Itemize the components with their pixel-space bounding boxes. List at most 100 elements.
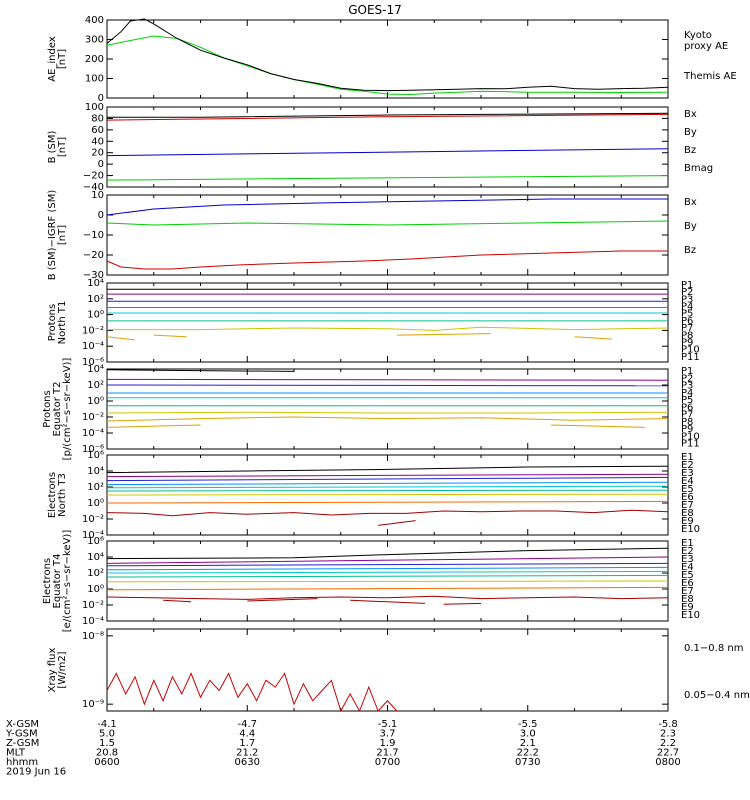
y-tick-label: 100 <box>85 74 104 85</box>
time-axis-row-label: MLT <box>6 748 26 759</box>
y-tick-label: 10⁻² <box>82 325 104 336</box>
series-E7 <box>106 580 669 583</box>
y-tick-label: 10² <box>87 568 104 579</box>
legend-entry: E9 <box>681 602 694 613</box>
y-tick-label: 10⁻⁴ <box>82 428 104 439</box>
y-axis-label: Electrons <box>42 558 53 604</box>
y-tick-label: 10⁻⁴ <box>82 341 104 352</box>
legend-entry: P4 <box>681 388 693 399</box>
series-E1 <box>106 547 669 560</box>
time-axis-table: X-GSM -4.1 -4.7 -5.1 -5.5 -5.8 Y-GSM 5.0 4.4 3.7 3… <box>5 719 681 778</box>
y-tick-label: 10⁻⁸ <box>82 631 104 642</box>
y-tick-label: 10⁴ <box>87 278 104 289</box>
y-tick-label: 10⁰ <box>87 498 104 509</box>
legend-entry: Bmag <box>684 163 713 174</box>
legend-entry: E8 <box>681 594 694 605</box>
time-axis-value: 22.2 <box>517 748 539 759</box>
time-axis-value: 0600 <box>94 757 119 768</box>
series-P3 <box>106 384 669 387</box>
time-axis-value: -5.8 <box>658 719 678 730</box>
y-tick-label: −20 <box>83 171 104 182</box>
time-axis-value: 1.9 <box>380 738 396 749</box>
legend-entry: E1 <box>681 538 694 549</box>
series-P8 <box>153 334 187 338</box>
y-tick-label: 0 <box>98 159 104 170</box>
legend-entry: E10 <box>681 524 700 535</box>
y-axis-label: [W/m2] <box>57 651 68 688</box>
series-E2 <box>106 556 669 564</box>
legend-entry: P4 <box>681 302 693 313</box>
legend-entry: Bx <box>684 197 697 208</box>
series-P9 <box>106 424 201 428</box>
time-axis-value: 5.0 <box>99 729 115 740</box>
y-tick-label: 10⁶ <box>87 450 104 461</box>
y-tick-label: 10⁻⁶ <box>82 444 104 455</box>
legend-entry: E3 <box>681 468 694 479</box>
legend-entry: 0.05−0.4 nm <box>684 690 750 701</box>
legend-entry: proxy AE <box>684 41 728 52</box>
series-Bx <box>106 198 668 216</box>
y-axis-label: B (SM) <box>47 130 58 163</box>
legend-entry: E7 <box>681 586 694 597</box>
y-tick-label: 10² <box>87 294 104 305</box>
legend-entry: P9 <box>681 337 693 348</box>
time-axis-value: 1.5 <box>99 738 115 749</box>
legend-entry: E7 <box>681 500 694 511</box>
legend-entry: By <box>684 127 697 138</box>
series-P2 <box>106 378 669 381</box>
y-tick-label: 80 <box>91 113 104 124</box>
series-E10 <box>443 602 482 605</box>
series-P8 <box>106 416 669 422</box>
y-tick-label: 20 <box>91 148 104 159</box>
series-P7 <box>106 411 669 414</box>
time-axis-row-label: hhmm <box>6 757 38 768</box>
series-P1 <box>106 369 295 372</box>
time-axis-value: 0700 <box>375 757 400 768</box>
y-axis-label: [p/(cm²−s−sr−keV)] <box>62 358 73 461</box>
y-tick-label: 10⁻² <box>82 600 104 611</box>
series-P9 <box>551 424 645 428</box>
time-axis-value: 2.3 <box>660 729 676 740</box>
legend-entry: Bx <box>684 109 697 120</box>
legend-entry: E6 <box>681 492 694 503</box>
legend-entry: E2 <box>681 460 694 471</box>
panel-frame <box>106 282 669 363</box>
y-tick-label: 10⁻⁴ <box>82 530 104 541</box>
panel-p_t2: 10⁴ 10² 10⁰ 10⁻² 10⁻⁴ 10⁻⁶ Protons Equator T2 [p… <box>42 358 700 461</box>
y-axis-label: [nT] <box>57 225 68 245</box>
legend-entry: 0.1−0.8 nm <box>684 643 743 654</box>
series-E3 <box>106 476 669 482</box>
y-tick-label: 400 <box>85 15 104 26</box>
time-axis-value: 1.7 <box>239 738 255 749</box>
series-E9 <box>106 509 669 517</box>
panel-bigrf: 10 0 −10 −20 −30 B (SM)−IGRF (SM) [nT] Bx By Bz <box>47 190 697 281</box>
legend-entry: E4 <box>681 476 694 487</box>
legend-entry: Kyoto <box>684 30 712 41</box>
legend-entry: Themis AE <box>683 71 737 82</box>
legend-entry: P7 <box>681 410 693 421</box>
panel-p_t1: 10⁴ 10² 10⁰ 10⁻² 10⁻⁴ 10⁻⁶ Protons North T1 P1P2… <box>47 278 700 368</box>
y-axis-label: Xray flux <box>47 648 58 693</box>
time-axis-value: 0800 <box>655 757 680 768</box>
panel-xray: 10⁻⁸ 10⁻⁹ Xray flux [W/m2] 0.1−0.8 nm 0.05−0.… <box>47 628 750 713</box>
series-E5 <box>106 485 669 489</box>
y-axis-label: [e/(cm²−s−sr−keV)] <box>62 530 73 633</box>
y-axis-label: North T3 <box>57 473 68 517</box>
time-axis-value: -4.7 <box>237 719 257 730</box>
legend-entry: E8 <box>681 508 694 519</box>
series-E9 <box>106 595 669 600</box>
legend-entry: P10 <box>681 345 700 356</box>
legend-entry: P3 <box>681 381 693 392</box>
series-E4 <box>106 566 669 571</box>
y-tick-label: 0 <box>98 93 104 104</box>
y-tick-label: −10 <box>83 230 104 241</box>
legend-entry: P10 <box>681 431 700 442</box>
y-tick-label: 300 <box>85 35 104 46</box>
legend-entry: P11 <box>681 352 700 363</box>
legend-entry: P8 <box>681 330 693 341</box>
series-E6 <box>106 489 669 492</box>
